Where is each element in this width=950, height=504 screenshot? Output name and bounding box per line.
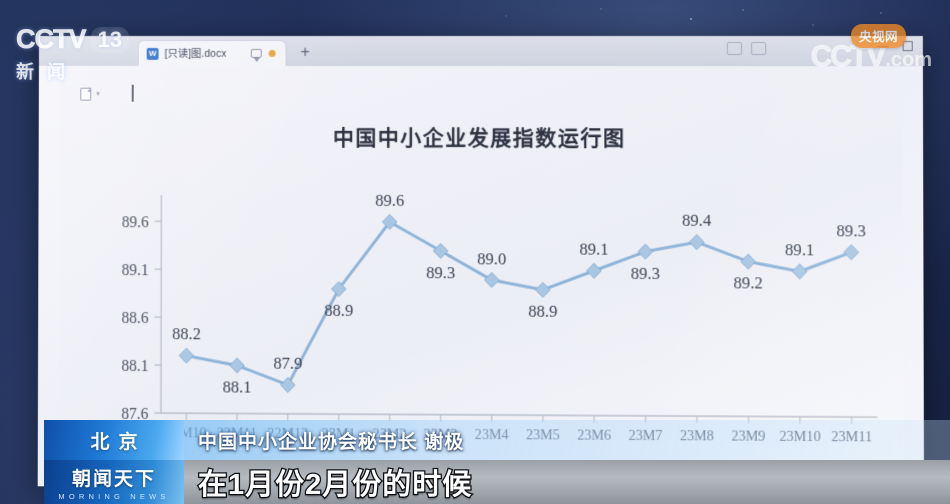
comment-icon[interactable] — [250, 48, 262, 58]
data-markers — [179, 213, 859, 394]
svg-text:88.9: 88.9 — [324, 301, 353, 320]
document-tab-label: [只读]图.docx — [164, 47, 227, 60]
view-icon[interactable] — [751, 42, 767, 56]
svg-text:89.1: 89.1 — [785, 240, 814, 260]
svg-text:89.0: 89.0 — [477, 249, 506, 268]
svg-text:88.9: 88.9 — [528, 302, 557, 322]
line-chart: 87.688.188.689.189.6 22M1022M1122M1223M1… — [121, 191, 891, 445]
layout-icon[interactable] — [726, 42, 743, 56]
program-name-cn: 朝闻天下 — [71, 468, 156, 490]
svg-text:89.2: 89.2 — [734, 273, 763, 293]
subtitle-bar: 在1月份2月份的时候 — [184, 460, 950, 504]
minimize-icon[interactable] — [877, 45, 889, 47]
location-label: 北京 — [44, 420, 184, 460]
svg-text:88.1: 88.1 — [223, 377, 252, 396]
svg-text:87.6: 87.6 — [121, 406, 148, 423]
program-name-en: MORNING NEWS — [58, 491, 170, 501]
star-speck — [742, 9, 744, 11]
svg-text:89.4: 89.4 — [682, 211, 712, 230]
chart-title: 中国中小企业发展指数运行图 — [332, 126, 626, 151]
paste-options-button[interactable]: ▼ — [80, 87, 102, 101]
text-cursor — [131, 84, 134, 102]
svg-text:89.6: 89.6 — [375, 191, 404, 210]
maximize-icon[interactable] — [902, 41, 913, 52]
chart-plot-area: 87.688.188.689.189.6 22M1022M1122M1223M1… — [89, 185, 891, 454]
svg-text:89.1: 89.1 — [580, 239, 609, 258]
svg-text:88.6: 88.6 — [121, 310, 148, 327]
lower-third-banner: 北京 中国中小企业协会秘书长 谢极 朝闻天下 MORNING NEWS 在1月份… — [44, 420, 950, 504]
svg-text:88.2: 88.2 — [172, 324, 201, 343]
svg-text:88.1: 88.1 — [121, 358, 148, 375]
paste-icon — [80, 87, 92, 101]
svg-text:89.6: 89.6 — [122, 214, 149, 231]
svg-text:89.1: 89.1 — [122, 262, 149, 279]
new-tab-button[interactable]: + — [300, 43, 310, 61]
data-point-labels: 88.2 88.1 87.9 88.9 89.6 89.3 89.0 88.9 89.1 89.3… — [172, 191, 866, 397]
chart-axes — [154, 196, 877, 424]
svg-text:89.3: 89.3 — [426, 263, 455, 282]
lower-third-bottom-row: 朝闻天下 MORNING NEWS 在1月份2月份的时候 — [44, 460, 950, 504]
app-title-bar: W [只读]图.docx + — [38, 36, 923, 67]
star-speck — [690, 18, 692, 20]
lower-third-top-row: 北京 中国中小企业协会秘书长 谢极 — [44, 420, 950, 460]
tab-icon-group — [250, 48, 276, 58]
unsaved-dot-icon — [268, 49, 276, 57]
window-controls — [877, 41, 913, 52]
guest-attribution: 中国中小企业协会秘书长 谢极 — [184, 420, 950, 460]
star-speck — [880, 12, 882, 14]
program-logo: 朝闻天下 MORNING NEWS — [44, 460, 184, 504]
y-axis-tick-labels: 87.6 88.1 88.6 89.1 89.6 — [121, 214, 149, 423]
svg-text:89.3: 89.3 — [837, 221, 866, 241]
star-speck — [505, 15, 507, 17]
svg-text:89.3: 89.3 — [631, 263, 660, 283]
toolbar-icon-group — [726, 42, 767, 56]
star-speck — [600, 8, 602, 10]
star-speck — [812, 24, 814, 26]
chevron-down-icon: ▼ — [95, 91, 102, 98]
word-icon: W — [146, 47, 159, 60]
document-tab[interactable]: W [只读]图.docx — [137, 39, 287, 66]
svg-text:87.9: 87.9 — [273, 354, 302, 373]
subtitle-text: 在1月份2月份的时候 — [197, 468, 473, 503]
